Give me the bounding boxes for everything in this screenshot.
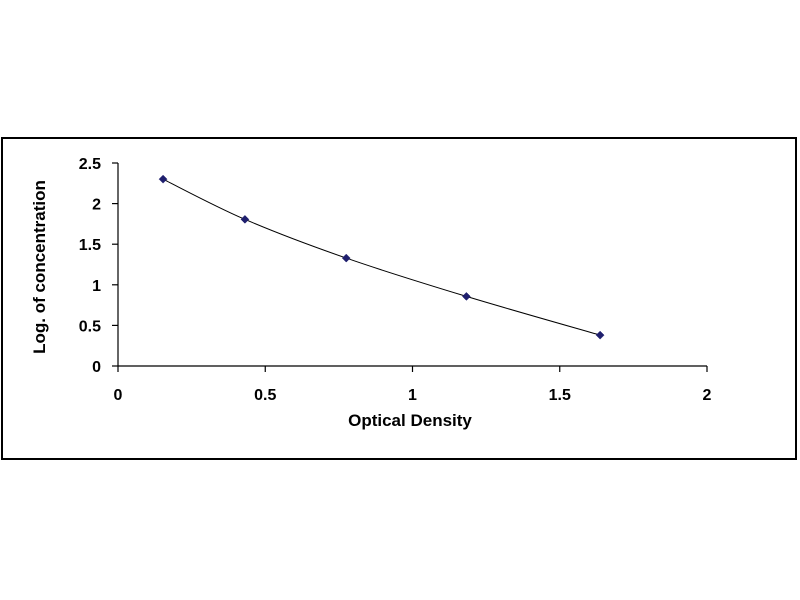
series-0-curve	[162, 178, 601, 336]
curve-layer	[162, 178, 601, 336]
data-point-3	[462, 292, 471, 301]
x-tick-label: 1.5	[549, 387, 571, 404]
y-tick-label: 2.5	[79, 156, 101, 173]
data-point-2	[341, 253, 351, 263]
axes	[117, 163, 707, 367]
y-tick-label: 0.5	[79, 318, 101, 335]
y-tick-label: 1.5	[79, 237, 101, 254]
x-axis-title: Optical Density	[348, 411, 472, 430]
data-point-1	[240, 214, 250, 224]
ticks: 0 0.5 1 1.5 2 0 0.5 1 1.5 2 2.5	[79, 156, 712, 404]
data-point-0	[158, 174, 168, 184]
data-point-4	[595, 330, 605, 340]
y-tick-label: 1	[92, 278, 101, 295]
x-tick-label: 0.5	[254, 387, 276, 404]
chart-frame	[1, 137, 797, 460]
y-tick-label: 2	[92, 197, 101, 214]
x-tick-label: 1	[408, 387, 417, 404]
x-tick-label: 2	[703, 387, 712, 404]
points-layer	[158, 174, 605, 340]
y-axis-title: Log. of concentration	[30, 180, 49, 354]
x-tick-label: 0	[114, 387, 123, 404]
y-tick-label: 0	[92, 359, 101, 376]
